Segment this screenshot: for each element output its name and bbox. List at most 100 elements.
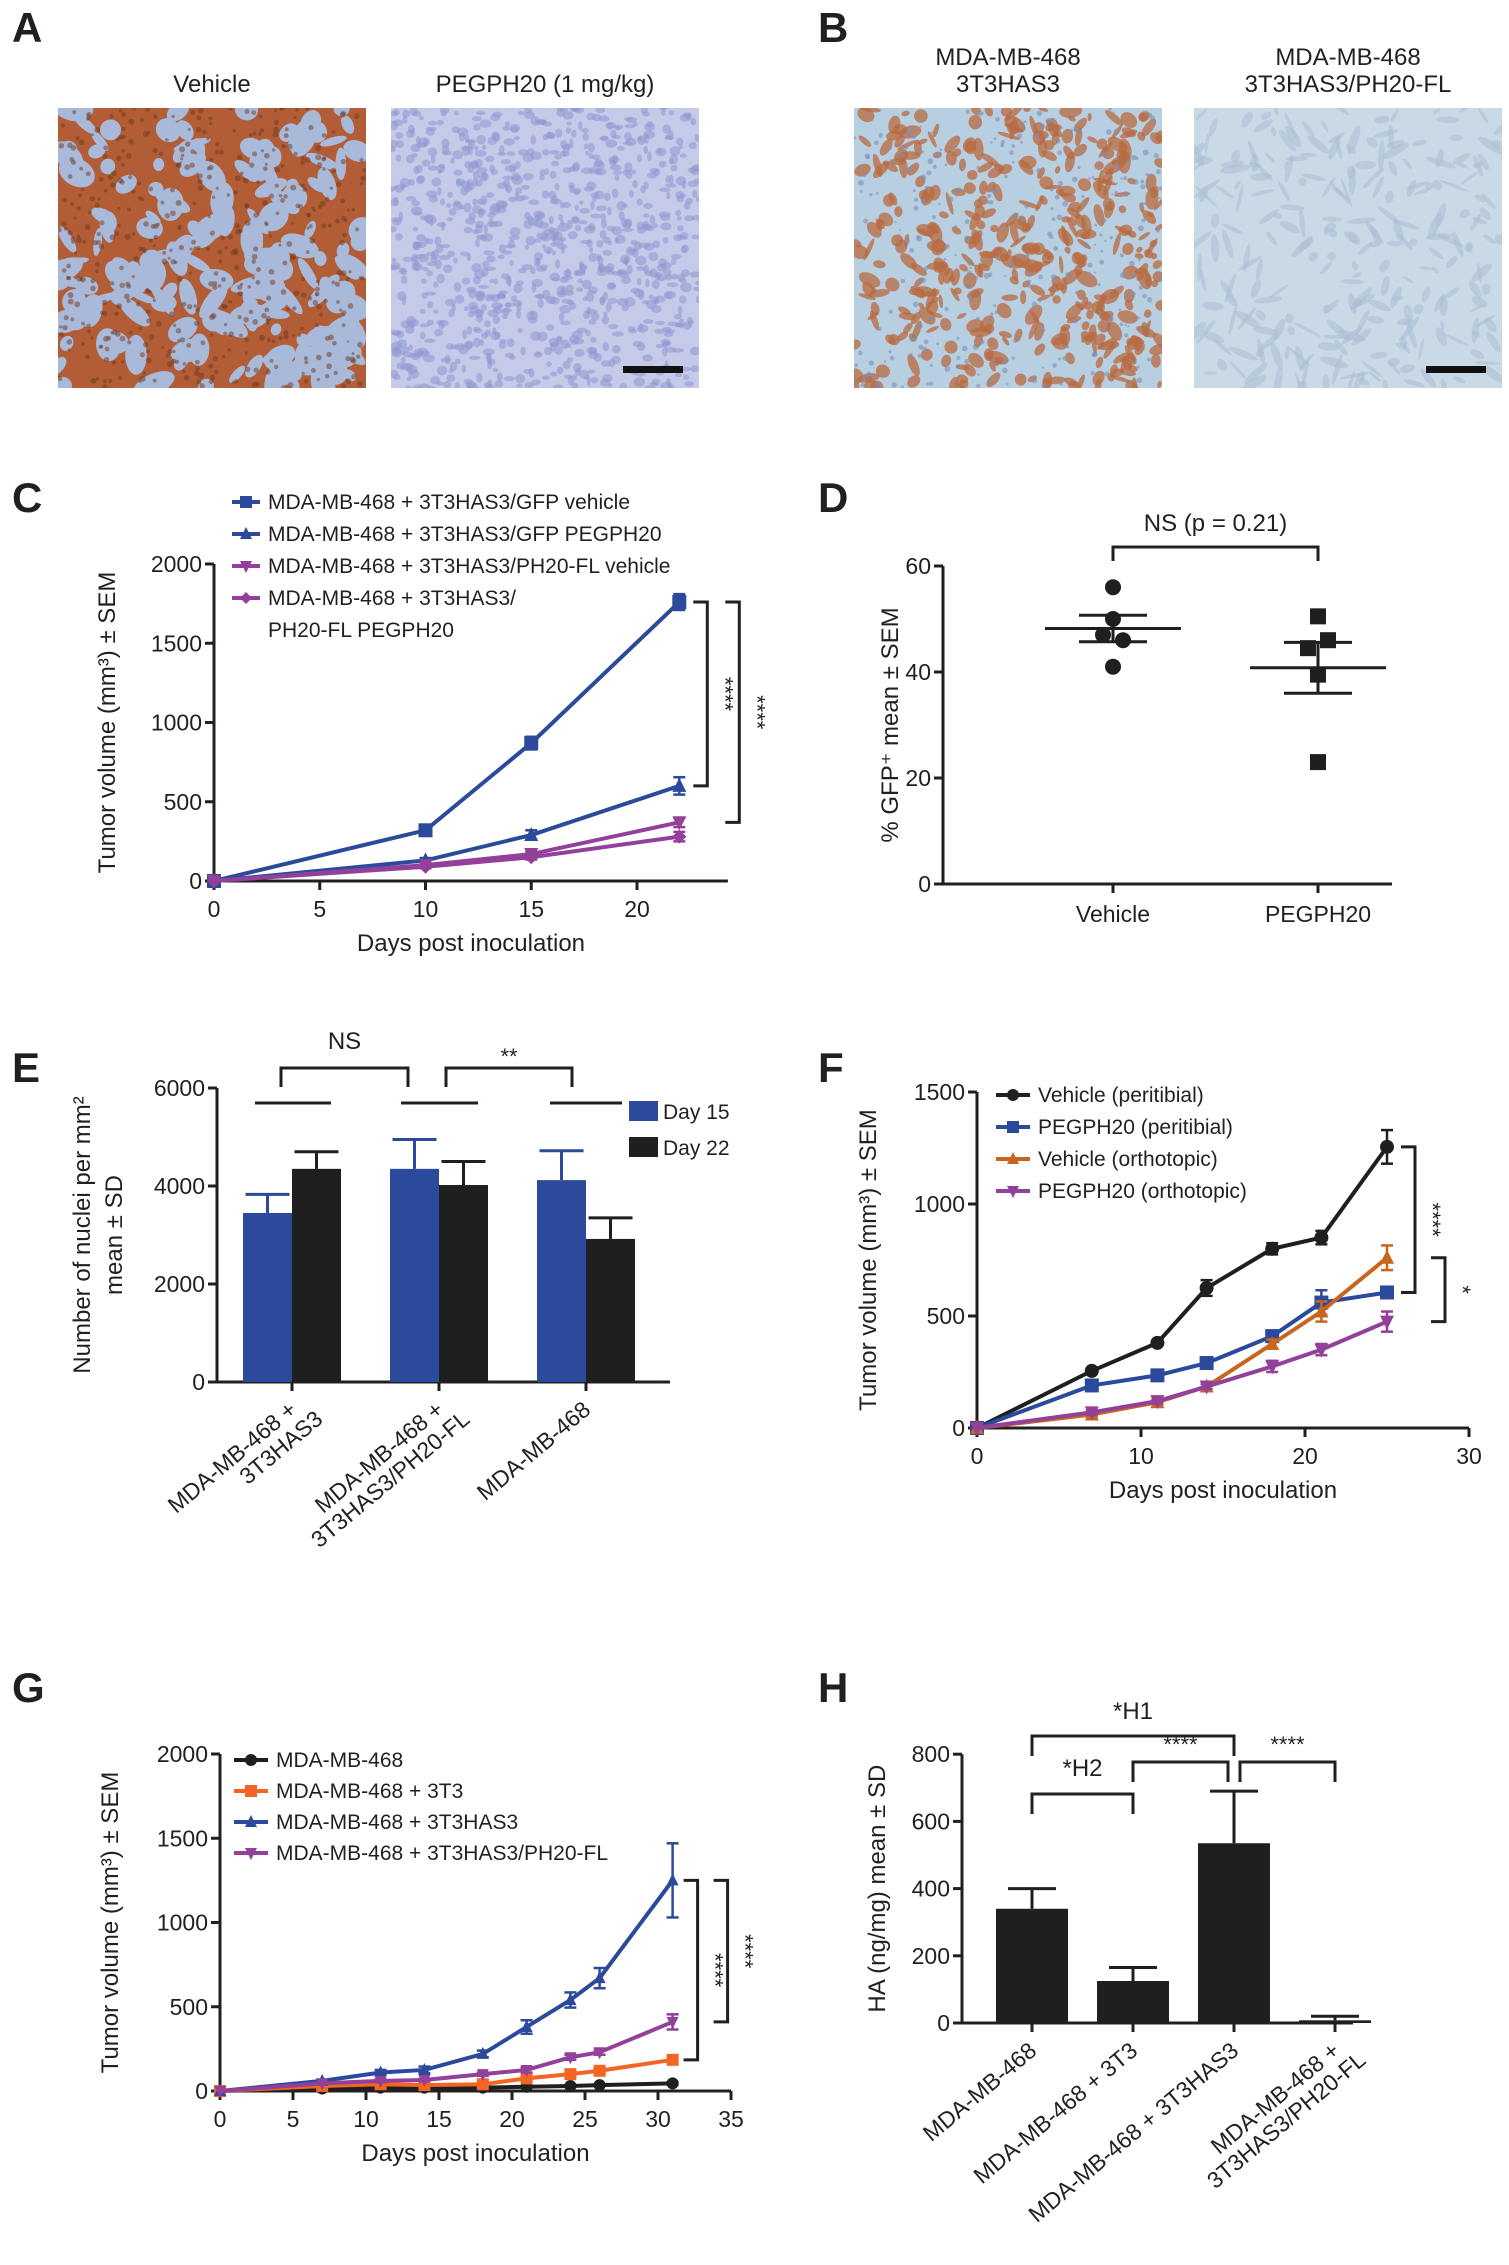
tissue-streak: [1208, 118, 1218, 137]
nucleus: [625, 137, 637, 147]
nucleus: [437, 187, 442, 196]
nucleus: [1137, 225, 1144, 232]
series-line: [213, 784, 680, 883]
stain-speck: [143, 342, 149, 348]
nucleus: [1127, 325, 1130, 328]
ha-stain: [1054, 165, 1061, 174]
ha-stain: [1075, 270, 1098, 288]
nucleus: [474, 150, 487, 157]
stain-speck: [205, 246, 211, 251]
stain-speck: [70, 145, 77, 151]
nucleus: [889, 159, 893, 163]
nucleus: [551, 235, 557, 242]
stain-speck: [321, 133, 327, 138]
ha-stain: [1134, 337, 1143, 352]
legend-item: Vehicle (peritibial): [996, 1084, 1204, 1107]
stain-speck: [167, 349, 173, 355]
ha-stain: [980, 251, 994, 268]
ha-stain: [920, 348, 933, 361]
image-caption: MDA-MB-468: [1275, 44, 1420, 71]
nucleus: [640, 108, 649, 114]
ha-stain: [1154, 158, 1162, 168]
ha-stain: [933, 262, 947, 273]
y-tick-label: 40: [905, 659, 931, 685]
stain-speck: [293, 151, 298, 156]
nucleus: [985, 320, 988, 323]
stain-speck: [208, 379, 214, 385]
ha-stain: [1100, 288, 1120, 305]
nucleus: [455, 294, 465, 304]
nucleus: [1138, 280, 1141, 283]
stain-speck: [197, 185, 204, 191]
nucleus: [615, 234, 626, 244]
nucleus: [448, 208, 457, 216]
stain-speck: [311, 367, 316, 373]
stain-speck: [279, 108, 284, 111]
ha-stain: [872, 161, 889, 178]
nucleus: [573, 189, 580, 195]
stain-speck: [123, 293, 130, 300]
ha-stain: [1073, 117, 1088, 132]
nucleus: [454, 382, 460, 388]
tissue-streak: [1449, 134, 1463, 141]
nucleus: [668, 158, 674, 165]
tissue-streak: [1320, 261, 1332, 275]
nucleus: [502, 125, 510, 131]
tissue-streak: [1374, 115, 1390, 124]
nucleus: [610, 129, 617, 139]
nucleus: [560, 139, 568, 149]
nucleus: [460, 145, 470, 151]
panel-label-g: G: [12, 1664, 45, 1711]
nucleus: [1062, 355, 1068, 361]
stain-speck: [327, 223, 332, 228]
tissue-streak: [1331, 108, 1350, 115]
nucleus: [419, 331, 426, 340]
nucleus: [909, 248, 914, 253]
tissue-streak: [1479, 207, 1492, 221]
significance-bracket: [1401, 1145, 1417, 1294]
nucleus: [1136, 377, 1143, 383]
nucleus: [421, 278, 427, 284]
nucleus: [611, 271, 622, 276]
significance-bracket: [1431, 1256, 1447, 1324]
stain-speck: [198, 372, 205, 379]
tissue-streak: [1340, 279, 1365, 285]
nucleus: [395, 154, 402, 162]
tumor-cell-nest: [304, 220, 316, 239]
legend-label: MDA-MB-468: [276, 1749, 403, 1772]
y-tick-label: 2000: [157, 1741, 208, 1767]
legend-marker: [1007, 1121, 1019, 1133]
tumor-cell-nest: [335, 147, 347, 181]
ha-stain: [921, 187, 929, 200]
ha-stain: [976, 220, 986, 230]
stain-speck: [269, 358, 274, 363]
stain-speck: [152, 378, 157, 383]
nucleus: [640, 185, 646, 194]
stain-speck: [351, 208, 356, 212]
ha-stain: [1045, 119, 1063, 138]
nucleus: [588, 348, 597, 355]
nucleus: [695, 295, 699, 304]
stain-speck: [195, 126, 202, 133]
nucleus: [424, 291, 437, 296]
stain-speck: [156, 222, 160, 226]
y-tick-label: 2000: [151, 551, 202, 577]
nucleus: [1050, 207, 1054, 211]
nucleus: [481, 260, 490, 268]
ha-stain: [1030, 310, 1041, 325]
nucleus: [602, 341, 610, 352]
bar: [586, 1238, 635, 1382]
nucleus: [658, 258, 667, 267]
nucleus: [601, 236, 611, 244]
stain-speck: [239, 333, 243, 338]
nucleus: [447, 191, 453, 198]
nucleus: [654, 320, 666, 326]
ha-stain: [896, 331, 909, 341]
stain-speck: [262, 199, 269, 206]
nucleus: [416, 136, 421, 145]
nucleus: [967, 261, 972, 266]
stain-speck: [264, 162, 268, 166]
tissue-streak: [1264, 152, 1276, 163]
nucleus: [922, 346, 928, 352]
nucleus: [616, 145, 625, 151]
